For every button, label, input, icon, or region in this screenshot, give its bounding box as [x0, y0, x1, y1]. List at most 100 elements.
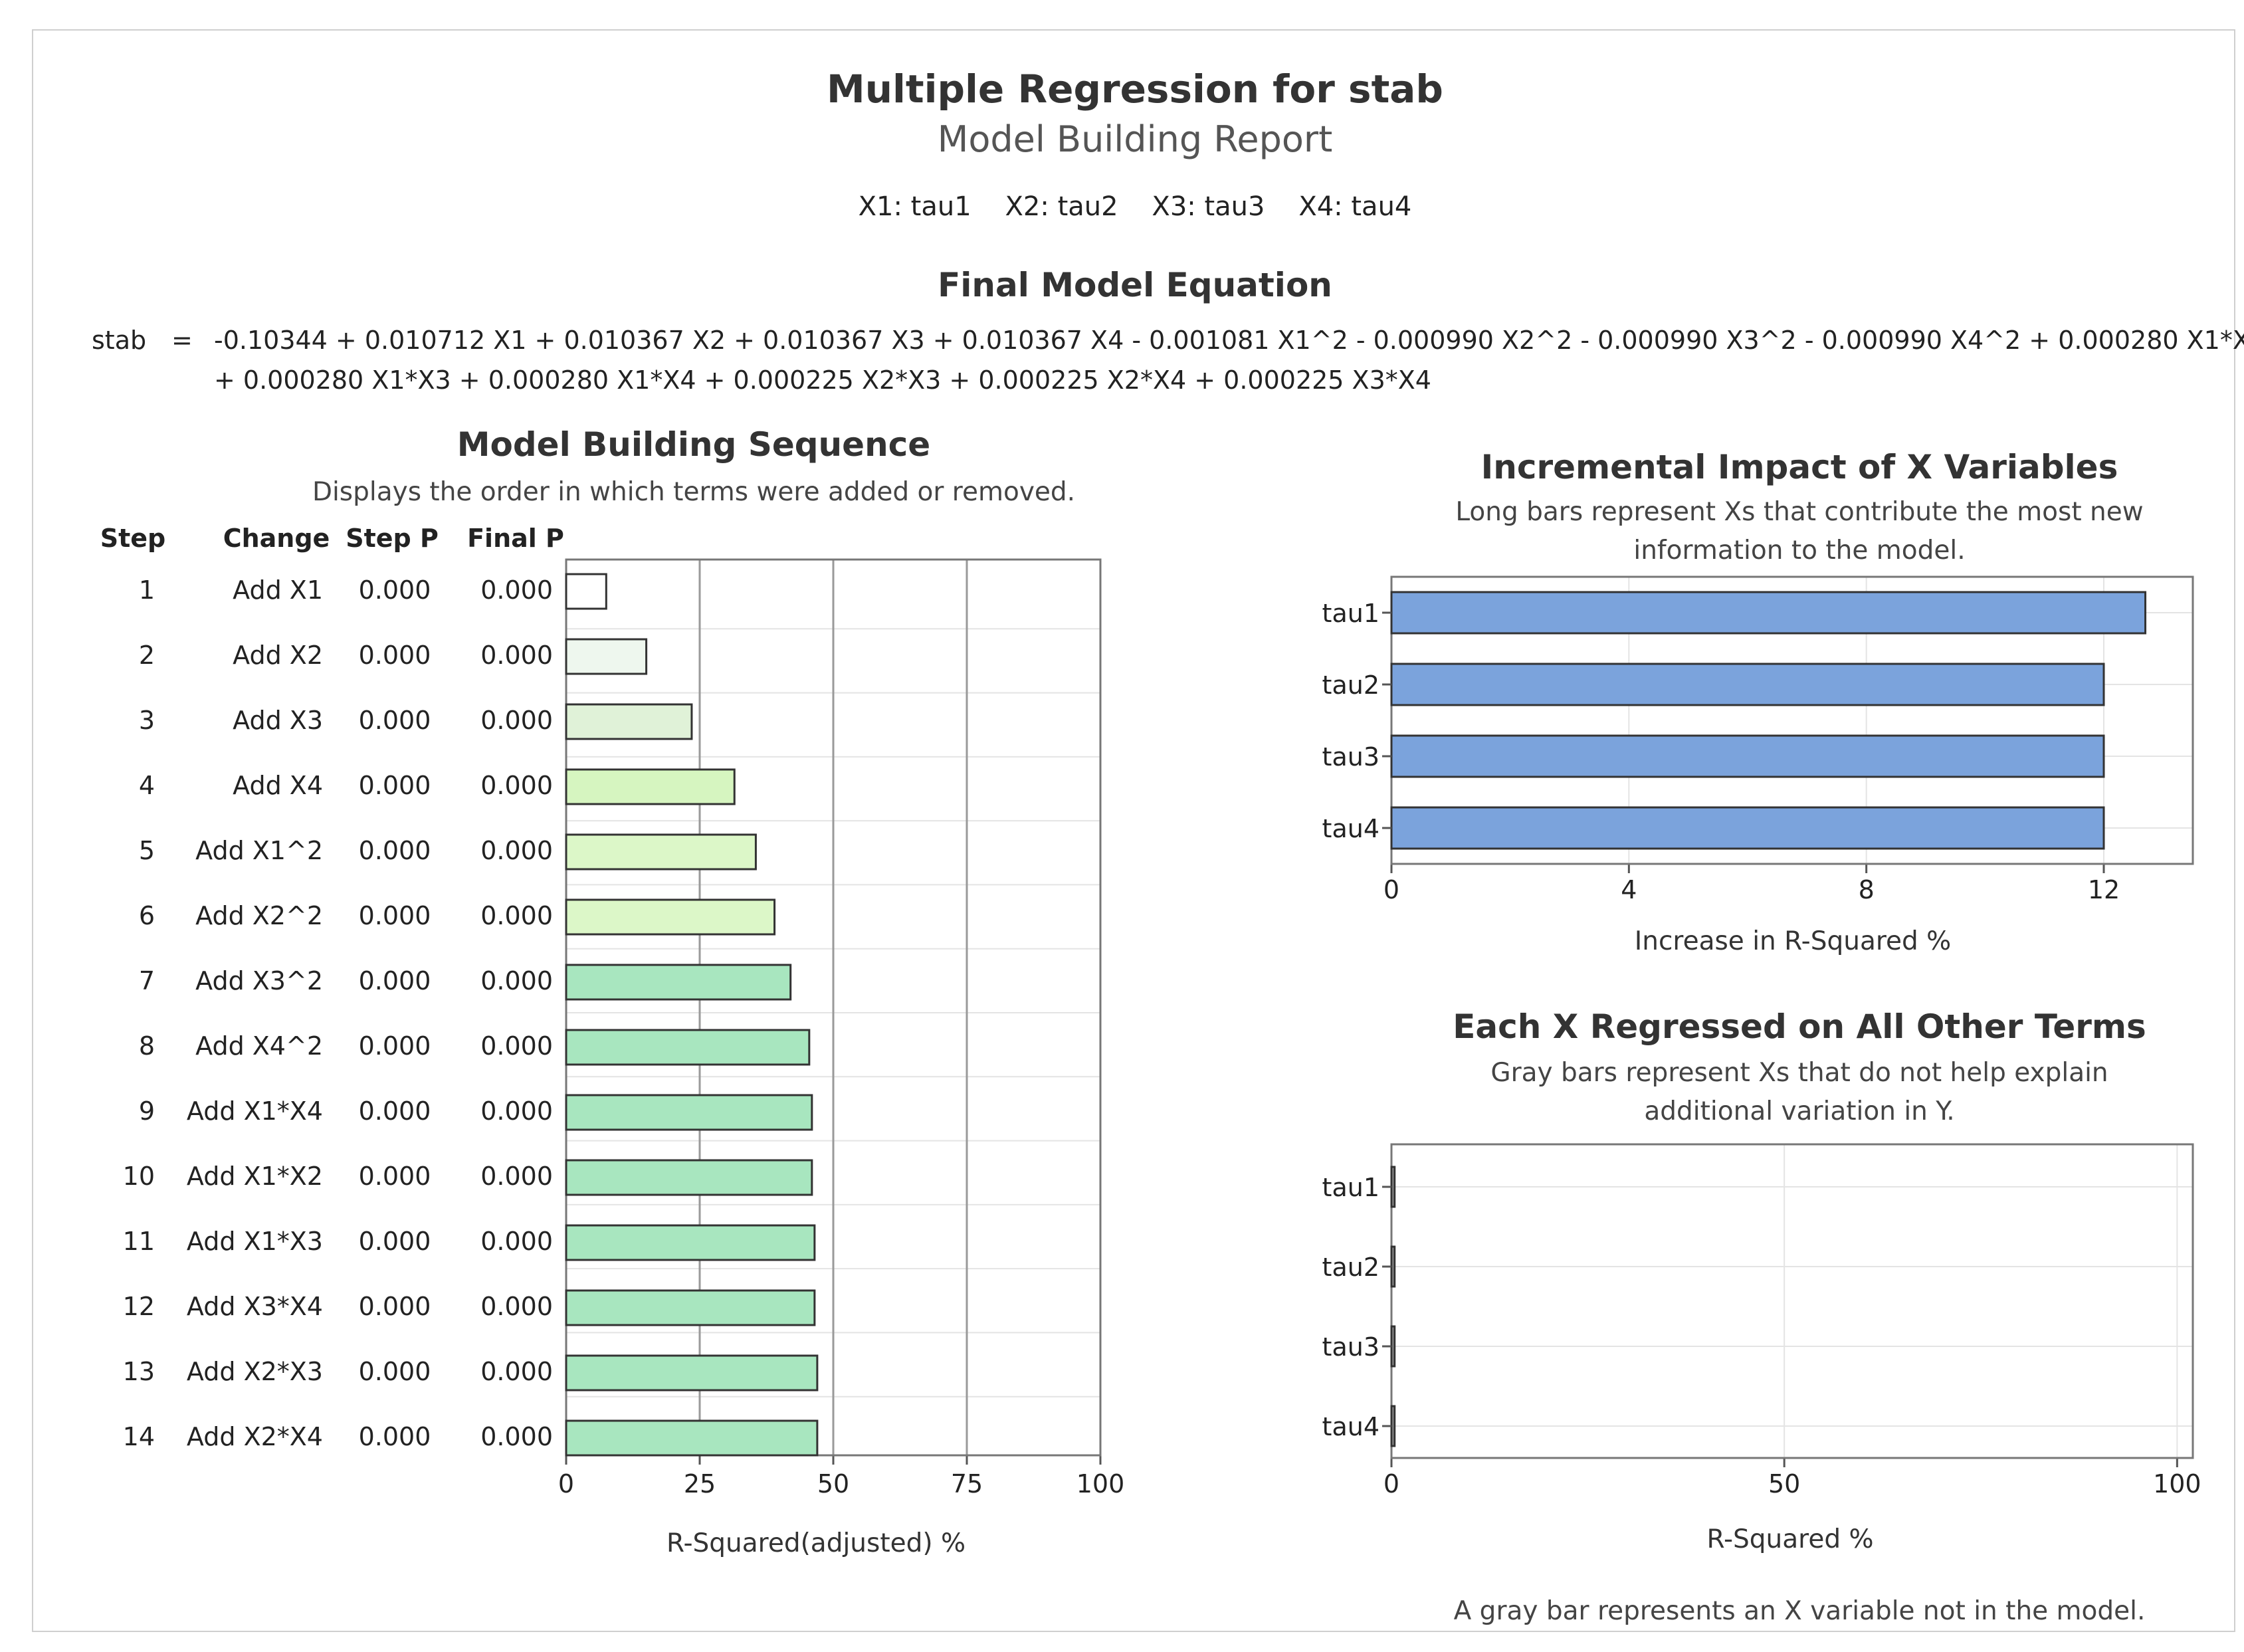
- change-cell: Add X4: [233, 771, 323, 800]
- final-p-cell: 0.000: [480, 966, 553, 995]
- sequence-bar: [565, 703, 693, 740]
- impact-bar: [1390, 734, 2105, 778]
- equation-line-2: + 0.000280 X1*X3 + 0.000280 X1*X4 + 0.00…: [214, 365, 1431, 395]
- sequence-x-axis-label: R-Squared(adjusted) %: [666, 1528, 966, 1558]
- impact-bar: [1390, 806, 2105, 850]
- y-tick-label: tau2: [1322, 671, 1379, 700]
- step-p-cell: 0.000: [358, 1096, 431, 1126]
- equation-lhs: stab: [92, 326, 147, 355]
- step-p-cell: 0.000: [358, 1422, 431, 1451]
- impact-subtitle-line-2: information to the model.: [1633, 536, 1966, 566]
- y-tick-label: tau2: [1322, 1253, 1379, 1282]
- y-tick-label: tau1: [1322, 1173, 1379, 1202]
- step-p-cell: 0.000: [358, 836, 431, 865]
- equation-line-1: -0.10344 + 0.010712 X1 + 0.010367 X2 + 0…: [214, 326, 2244, 355]
- sequence-bar: [565, 1419, 819, 1457]
- x-tick-label: 100: [1076, 1469, 1125, 1498]
- sequence-bar: [565, 573, 607, 610]
- y-tick-label: tau4: [1322, 814, 1379, 843]
- y-tick-label: tau3: [1322, 742, 1379, 772]
- final-p-cell: 0.000: [480, 1096, 553, 1126]
- step-cell: 9: [138, 1096, 155, 1126]
- final-p-cell: 0.000: [480, 1227, 553, 1256]
- step-p-cell: 0.000: [358, 1357, 431, 1386]
- regressed-bar: [1390, 1405, 1396, 1447]
- step-cell: 8: [138, 1031, 155, 1061]
- x-tick-label: 75: [951, 1469, 983, 1498]
- final-p-cell: 0.000: [480, 575, 553, 605]
- regressed-bar: [1390, 1325, 1396, 1368]
- final-p-cell: 0.000: [480, 836, 553, 865]
- equation-title: Final Model Equation: [938, 266, 1332, 304]
- step-p-cell: 0.000: [358, 966, 431, 995]
- regressed-title: Each X Regressed on All Other Terms: [1453, 1007, 2146, 1046]
- step-p-cell: 0.000: [358, 771, 431, 800]
- impact-title: Incremental Impact of X Variables: [1480, 448, 2118, 486]
- sequence-title: Model Building Sequence: [457, 425, 931, 464]
- equation-eq-sign: =: [171, 326, 193, 355]
- final-p-cell: 0.000: [480, 1292, 553, 1321]
- impact-x-axis-label: Increase in R-Squared %: [1634, 926, 1952, 956]
- step-p-cell: 0.000: [358, 1292, 431, 1321]
- sequence-bar: [565, 898, 776, 936]
- final-p-cell: 0.000: [480, 706, 553, 735]
- step-p-cell: 0.000: [358, 641, 431, 670]
- step-cell: 3: [138, 706, 155, 735]
- x-tick-label: 0: [1383, 1469, 1399, 1498]
- x-tick-label: 50: [817, 1469, 849, 1498]
- step-cell: 5: [138, 836, 155, 865]
- regressed-x-axis-label: R-Squared %: [1706, 1524, 1874, 1554]
- step-p-cell: 0.000: [358, 575, 431, 605]
- sequence-bar: [565, 1289, 816, 1326]
- sequence-bar: [565, 1354, 819, 1392]
- impact-subtitle-line-1: Long bars represent Xs that contribute t…: [1455, 497, 2144, 527]
- sequence-bar: [565, 768, 736, 805]
- change-cell: Add X2*X4: [186, 1422, 323, 1451]
- change-cell: Add X4^2: [195, 1031, 323, 1061]
- change-cell: Add X3^2: [195, 966, 323, 995]
- x-tick-label: 100: [2153, 1469, 2201, 1498]
- sequence-bar: [565, 1159, 813, 1196]
- y-tick-label: tau1: [1322, 599, 1379, 628]
- regressed-subtitle-line-2: additional variation in Y.: [1644, 1096, 1955, 1126]
- final-p-cell: 0.000: [480, 1031, 553, 1061]
- regressed-plot-frame: [1390, 1143, 2194, 1459]
- report-subtitle: Model Building Report: [937, 118, 1333, 160]
- sequence-plot-frame: [565, 558, 1102, 1457]
- step-cell: 7: [138, 966, 155, 995]
- y-tick-label: tau4: [1322, 1412, 1379, 1441]
- change-cell: Add X1*X2: [186, 1162, 323, 1191]
- final-p-cell: 0.000: [480, 901, 553, 930]
- change-cell: Add X1*X3: [186, 1227, 323, 1256]
- change-cell: Add X3*X4: [186, 1292, 323, 1321]
- step-cell: 14: [122, 1422, 155, 1451]
- step-cell: 2: [138, 641, 155, 670]
- regressed-subtitle-line-1: Gray bars represent Xs that do not help …: [1490, 1058, 2108, 1088]
- x-tick-label: 8: [1859, 875, 1875, 904]
- change-cell: Add X1*X4: [186, 1096, 323, 1126]
- step-p-cell: 0.000: [358, 706, 431, 735]
- sequence-bar: [565, 833, 757, 871]
- step-cell: 13: [122, 1357, 155, 1386]
- x-tick-label: 0: [1383, 875, 1399, 904]
- final-p-cell: 0.000: [480, 771, 553, 800]
- step-cell: 4: [138, 771, 155, 800]
- x-tick-label: 50: [1768, 1469, 1800, 1498]
- impact-bar: [1390, 663, 2105, 706]
- x-tick-label: 4: [1621, 875, 1637, 904]
- sequence-bar: [565, 964, 792, 1001]
- change-cell: Add X2*X3: [186, 1357, 323, 1386]
- regressed-bar: [1390, 1245, 1396, 1288]
- sequence-bar: [565, 638, 648, 675]
- x-tick-label: 25: [684, 1469, 716, 1498]
- column-header-change: Change: [223, 524, 330, 553]
- regressed-bar: [1390, 1166, 1396, 1208]
- step-p-cell: 0.000: [358, 1031, 431, 1061]
- change-cell: Add X1: [233, 575, 323, 605]
- y-tick-label: tau3: [1322, 1332, 1379, 1362]
- sequence-bar: [565, 1094, 813, 1131]
- final-p-cell: 0.000: [480, 1357, 553, 1386]
- sequence-subtitle: Displays the order in which terms were a…: [312, 477, 1076, 507]
- step-cell: 10: [122, 1162, 155, 1191]
